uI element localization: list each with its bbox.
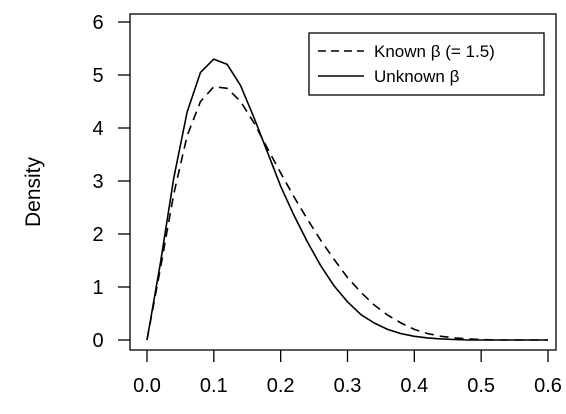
- y-tick-label: 2: [92, 224, 103, 246]
- series-layer: [146, 58, 548, 341]
- y-axis-label: Density: [22, 156, 45, 227]
- x-tick-label: 0.5: [467, 375, 495, 397]
- x-tick-label: 0.0: [133, 375, 161, 397]
- x-tick-label: 0.1: [200, 375, 228, 397]
- series-line-known-beta: [146, 85, 548, 341]
- y-tick-label: 1: [92, 277, 103, 299]
- x-tick-label: 0.3: [334, 375, 362, 397]
- series-line-unknown-beta: [146, 58, 548, 341]
- legend-label-known: Known β (= 1.5): [374, 42, 495, 61]
- y-axis: 0 1 2 3 4 5 6: [92, 12, 130, 352]
- x-axis: 0.0 0.1 0.2 0.3 0.4 0.5 0.6: [133, 350, 562, 397]
- y-tick-label: 4: [92, 118, 103, 140]
- legend-box: [308, 32, 545, 96]
- plot-frame: [129, 13, 557, 351]
- y-tick-label: 6: [92, 12, 103, 34]
- x-tick-label: 0.6: [534, 375, 562, 397]
- legend-label-unknown: Unknown β: [374, 67, 460, 86]
- x-tick-label: 0.2: [267, 375, 295, 397]
- y-tick-label: 5: [92, 65, 103, 87]
- legend: Known β (= 1.5) Unknown β: [308, 32, 545, 96]
- y-tick-label: 3: [92, 171, 103, 193]
- x-tick-label: 0.4: [400, 375, 428, 397]
- y-tick-label: 0: [92, 330, 103, 352]
